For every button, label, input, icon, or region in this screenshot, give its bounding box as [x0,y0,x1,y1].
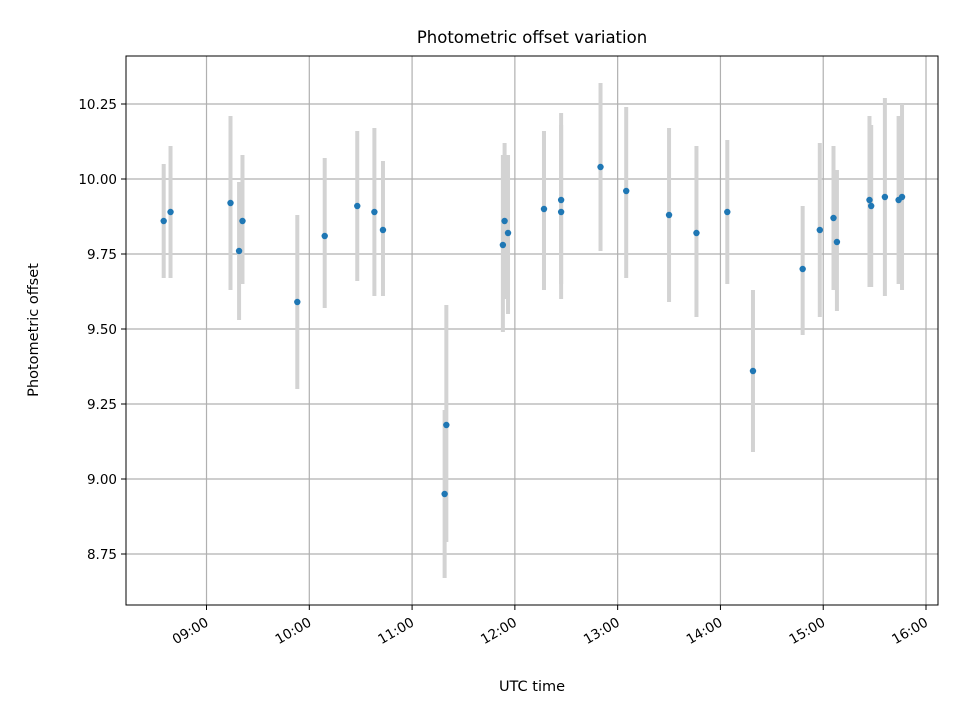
y-tick-label: 9.00 [87,472,117,488]
plot-frame [125,55,939,606]
x-axis-label: UTC time [499,679,565,695]
data-point [540,205,548,213]
y-tick-label: 9.75 [87,247,117,263]
data-point [557,196,565,204]
chart-title: Photometric offset variation [417,28,647,47]
data-point [499,241,507,249]
data-point [693,229,700,237]
y-axis-ticks: 8.75 9.00 9.25 9.50 9.75 10.00 10.25 [78,97,126,563]
y-tick-label: 10.00 [78,172,117,188]
data-point [623,187,630,195]
data-point [867,202,875,210]
data-point [294,298,301,306]
data-point [833,238,841,246]
data-point [354,202,361,210]
data-point [557,208,565,216]
data-point [321,232,328,240]
data-point [597,163,604,171]
data-point [881,193,889,201]
data-point [830,214,837,222]
data-point [239,217,246,225]
y-tick-label: 9.50 [87,322,117,338]
data-point [227,199,234,207]
data-point [235,247,243,255]
data-point [665,211,673,219]
y-tick-label: 10.25 [78,97,117,113]
data-point [504,229,512,237]
data-point [799,265,806,273]
y-tick-label: 8.75 [87,547,117,563]
data-point [749,367,757,375]
data-point [167,208,174,216]
y-axis-label: Photometric offset [26,263,42,397]
data-point [441,490,448,498]
data-point [866,196,873,204]
data-point [379,226,387,234]
y-tick-label: 9.25 [87,397,117,413]
data-point [816,226,823,234]
data-point [898,193,906,201]
data-point [371,208,378,216]
data-point [501,217,508,225]
data-point [724,208,731,216]
data-point [160,217,167,225]
data-point [443,421,450,429]
data-points [160,163,906,498]
